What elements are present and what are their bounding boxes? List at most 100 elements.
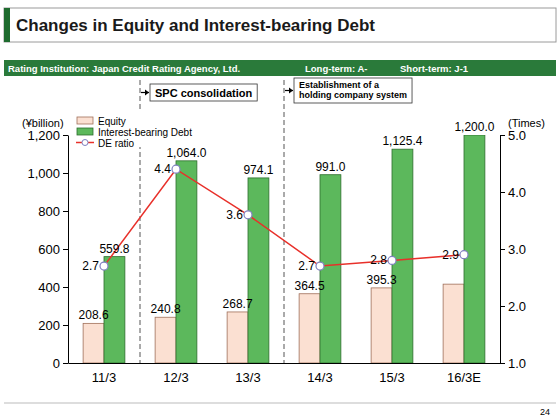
data-label: 1,200.0: [454, 120, 494, 134]
y2-tick: 3.0: [500, 242, 526, 257]
legend-marker: [82, 140, 88, 146]
title-box: [4, 8, 556, 42]
marker: [460, 251, 468, 259]
legend-label: DE ratio: [98, 138, 135, 149]
legend-label: Interest-bearing Debt: [98, 127, 192, 138]
y-tick: 400: [38, 280, 68, 295]
annotation-divider: [284, 80, 285, 363]
tick-label: 12/3: [163, 370, 188, 385]
data-label: 364.5: [295, 279, 325, 293]
data-label: 240.8: [151, 302, 181, 316]
tick-label: 1,000: [27, 166, 60, 181]
annotation: SPC consolidation: [141, 84, 257, 101]
data-label: 3.6: [226, 208, 243, 222]
marker: [316, 262, 324, 270]
data-label: 395.3: [367, 273, 397, 287]
tick-mark: [63, 287, 68, 288]
tick-mark: [63, 211, 68, 212]
title-accent: [4, 8, 10, 42]
legend-label: Equity: [98, 116, 126, 127]
legend: EquityInterest-bearing DebtDE ratio: [74, 111, 200, 149]
bar: [155, 317, 176, 363]
marker: [388, 256, 396, 264]
y2-tick: 2.0: [500, 299, 526, 314]
tick-label: 200: [38, 318, 60, 333]
y-axis: 0 200 400 600 800 1,000 1,200: [27, 128, 68, 371]
data-label: 268.7: [223, 297, 253, 311]
y2-tick: 5.0: [500, 128, 526, 143]
y-tick: 1,200: [27, 128, 68, 143]
tick-label: 400: [38, 280, 60, 295]
axis-title: (¥billion): [22, 117, 64, 129]
tick-label: 800: [38, 204, 60, 219]
rating-text: Rating Institution: Japan Credit Rating …: [8, 63, 240, 74]
bar: [371, 288, 392, 363]
marker: [100, 262, 108, 270]
tick-label: 5.0: [508, 128, 526, 143]
plot-marks: [83, 135, 485, 363]
tick-label: 4.0: [508, 185, 526, 200]
tick-mark: [63, 363, 68, 364]
bar: [392, 149, 413, 363]
tick-mark: [500, 363, 505, 364]
tick-label: 13/3: [235, 370, 260, 385]
annotation-arrowhead: [145, 90, 149, 96]
tick-label: 16/3E: [447, 370, 481, 385]
data-label: 2.8: [370, 253, 387, 267]
annotation-text: SPC consolidation: [155, 87, 252, 99]
bar: [227, 312, 248, 363]
data-label: 208.6: [79, 308, 109, 322]
page-number: 24: [540, 407, 550, 417]
x-tick: 13/3: [235, 370, 260, 385]
marker: [244, 211, 252, 219]
annotation: Establishment of aholding company system: [285, 78, 412, 103]
data-label: 2.9: [442, 248, 459, 262]
data-label: 974.1: [243, 163, 273, 177]
data-label: 1,064.0: [166, 146, 206, 160]
tick-mark: [500, 249, 505, 250]
x-tick: 14/3: [307, 370, 332, 385]
data-label: 991.0: [315, 160, 345, 174]
tick-label: 1.0: [508, 356, 526, 371]
axis-title: (Times): [508, 117, 545, 129]
data-label: 4.4: [154, 162, 171, 176]
annotation-box: [150, 84, 257, 101]
data-labels: 208.6240.8268.7364.5395.3559.81,064.0974…: [79, 120, 495, 322]
y2-axis: 1.0 2.0 3.0 4.0 5.0: [500, 128, 526, 371]
bar: [443, 284, 464, 363]
x-tick: 15/3: [379, 370, 404, 385]
data-label: 2.7: [82, 259, 99, 273]
annotation-text: Establishment of a: [299, 80, 380, 90]
tick-label: 1,200: [27, 128, 60, 143]
bar: [248, 178, 269, 363]
tick-label: 2.0: [508, 299, 526, 314]
annotation-box: [294, 78, 412, 103]
bar: [299, 294, 320, 363]
bar: [83, 323, 104, 363]
y-tick: 600: [38, 242, 68, 257]
tick-mark: [500, 192, 505, 193]
legend-swatch: [77, 117, 93, 124]
y2-tick: 1.0: [500, 356, 526, 371]
rating-text: Short-term: J-1: [400, 63, 469, 74]
tick-label: 15/3: [379, 370, 404, 385]
title: Changes in Equity and Interest-bearing D…: [16, 16, 375, 35]
legend-swatch: [77, 128, 93, 135]
axis-line: [68, 136, 69, 364]
marker: [172, 165, 180, 173]
chart-svg: Changes in Equity and Interest-bearing D…: [0, 0, 560, 420]
line: [104, 169, 464, 266]
data-label: 2.7: [298, 259, 315, 273]
tick-mark: [63, 173, 68, 174]
bar: [464, 135, 485, 363]
y-tick: 0: [53, 356, 68, 371]
tick-mark: [63, 325, 68, 326]
tick-label: 11/3: [92, 370, 116, 385]
y2-tick: 4.0: [500, 185, 526, 200]
y-tick: 800: [38, 204, 68, 219]
tick-label: 3.0: [508, 242, 526, 257]
footer-rule: [4, 403, 556, 404]
tick-label: 14/3: [307, 370, 332, 385]
x-axis: 11/3 12/3 13/3 14/3 15/3 16/3E: [69, 364, 501, 386]
tick-label: 600: [38, 242, 60, 257]
